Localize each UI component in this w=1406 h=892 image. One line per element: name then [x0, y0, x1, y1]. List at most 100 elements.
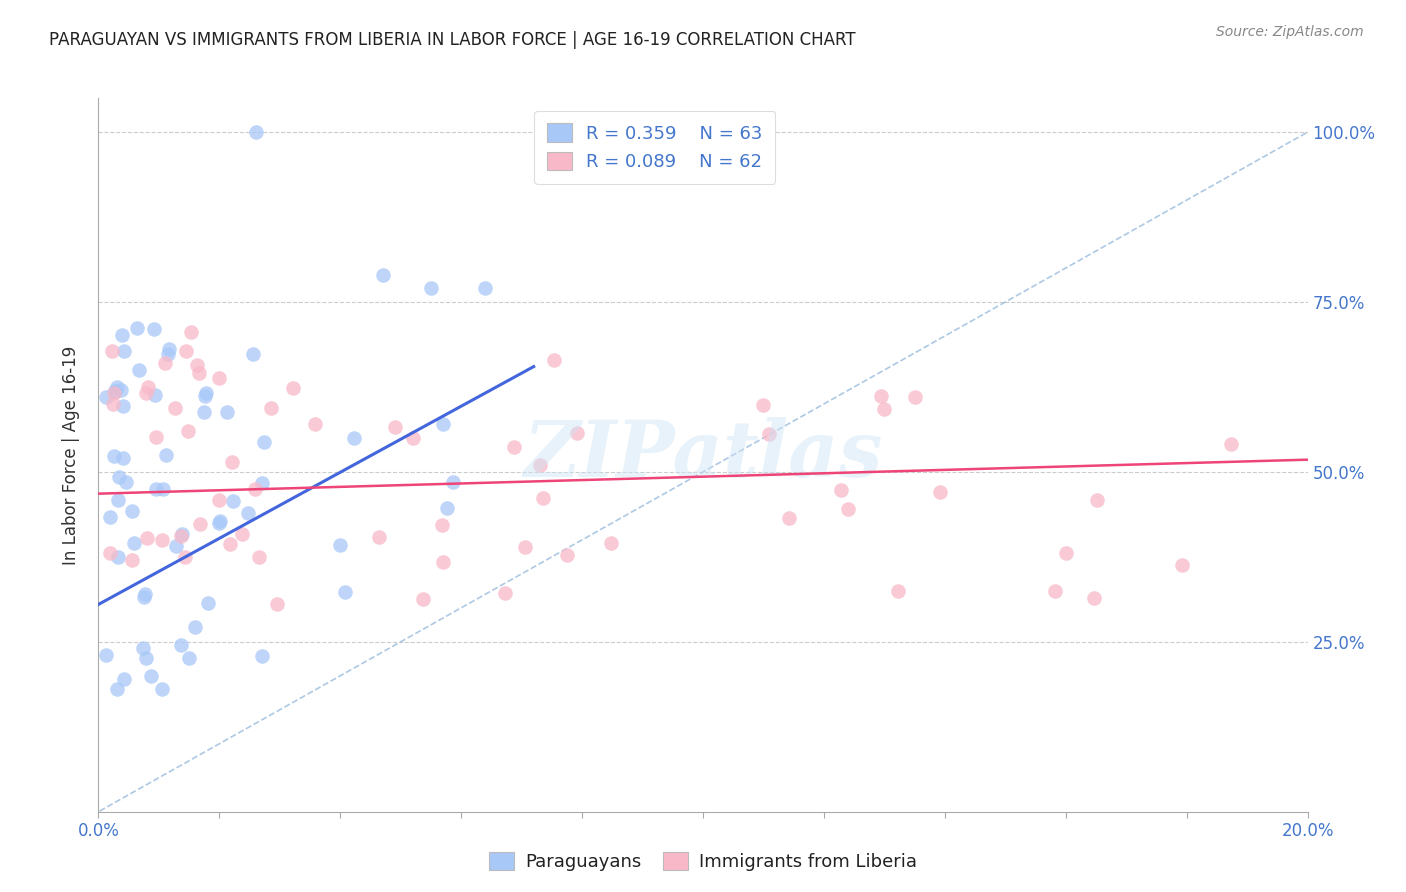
- Point: [135, 650, 157, 665]
- Point: [529, 458, 551, 473]
- Point: [543, 353, 565, 368]
- Y-axis label: In Labor Force | Age 16-19: In Labor Force | Age 16-19: [62, 345, 80, 565]
- Point: [170, 529, 193, 543]
- Point: [183, 620, 205, 634]
- Point: [384, 420, 406, 434]
- Point: [153, 356, 176, 370]
- Point: [1170, 558, 1192, 572]
- Point: [170, 526, 193, 541]
- Point: [112, 343, 135, 358]
- Point: [121, 553, 143, 567]
- Point: [173, 549, 195, 564]
- Point: [128, 363, 150, 377]
- Point: [231, 527, 253, 541]
- Point: [217, 405, 239, 419]
- Point: [145, 482, 167, 496]
- Point: [304, 417, 326, 431]
- Point: [103, 449, 125, 463]
- Point: [221, 455, 243, 469]
- Point: [186, 358, 208, 372]
- Point: [134, 587, 156, 601]
- Point: [104, 384, 127, 398]
- Point: [329, 538, 352, 552]
- Point: [243, 482, 266, 496]
- Point: [432, 417, 454, 432]
- Point: [108, 470, 131, 484]
- Point: [432, 555, 454, 569]
- Point: [136, 380, 159, 394]
- Point: [208, 371, 231, 385]
- Point: [432, 518, 454, 533]
- Point: [125, 320, 148, 334]
- Point: [904, 390, 927, 404]
- Point: [121, 504, 143, 518]
- Point: [245, 125, 267, 139]
- Point: [830, 483, 852, 498]
- Point: [135, 386, 157, 401]
- Point: [929, 485, 952, 500]
- Point: [139, 669, 162, 683]
- Point: [474, 281, 496, 295]
- Point: [188, 367, 211, 381]
- Point: [873, 401, 896, 416]
- Point: [180, 325, 202, 339]
- Point: [441, 475, 464, 489]
- Point: [368, 530, 391, 544]
- Point: [179, 651, 201, 665]
- Point: [134, 590, 156, 604]
- Point: [111, 328, 134, 343]
- Point: [752, 399, 775, 413]
- Point: [105, 380, 128, 394]
- Point: [170, 638, 193, 652]
- Point: [242, 347, 264, 361]
- Point: [94, 390, 117, 404]
- Point: [155, 448, 177, 462]
- Point: [533, 491, 555, 505]
- Point: [163, 401, 186, 416]
- Point: [778, 510, 800, 524]
- Point: [887, 584, 910, 599]
- Point: [1045, 584, 1067, 599]
- Point: [494, 585, 516, 599]
- Point: [107, 549, 129, 564]
- Point: [122, 536, 145, 550]
- Point: [222, 494, 245, 508]
- Point: [136, 531, 159, 545]
- Point: [758, 427, 780, 442]
- Point: [150, 681, 173, 696]
- Point: [142, 322, 165, 336]
- Text: PARAGUAYAN VS IMMIGRANTS FROM LIBERIA IN LABOR FORCE | AGE 16-19 CORRELATION CHA: PARAGUAYAN VS IMMIGRANTS FROM LIBERIA IN…: [49, 31, 856, 49]
- Point: [503, 440, 526, 454]
- Point: [515, 540, 537, 554]
- Point: [555, 548, 578, 562]
- Point: [103, 386, 125, 401]
- Point: [157, 347, 180, 361]
- Point: [266, 597, 288, 611]
- Point: [194, 389, 217, 403]
- Point: [145, 388, 167, 402]
- Point: [565, 425, 588, 440]
- Point: [260, 401, 283, 415]
- Point: [107, 493, 129, 508]
- Point: [208, 493, 231, 508]
- Point: [247, 550, 270, 565]
- Point: [110, 383, 132, 397]
- Point: [253, 435, 276, 450]
- Point: [150, 533, 173, 548]
- Point: [420, 281, 443, 295]
- Point: [98, 546, 121, 560]
- Point: [371, 268, 394, 282]
- Point: [333, 585, 356, 599]
- Point: [104, 384, 127, 399]
- Point: [869, 389, 891, 403]
- Point: [98, 510, 121, 524]
- Point: [197, 596, 219, 610]
- Point: [157, 343, 180, 357]
- Point: [105, 681, 128, 696]
- Point: [174, 343, 197, 358]
- Point: [412, 591, 434, 606]
- Legend: R = 0.359    N = 63, R = 0.089    N = 62: R = 0.359 N = 63, R = 0.089 N = 62: [534, 111, 775, 184]
- Point: [281, 381, 304, 395]
- Point: [837, 501, 859, 516]
- Point: [111, 400, 134, 414]
